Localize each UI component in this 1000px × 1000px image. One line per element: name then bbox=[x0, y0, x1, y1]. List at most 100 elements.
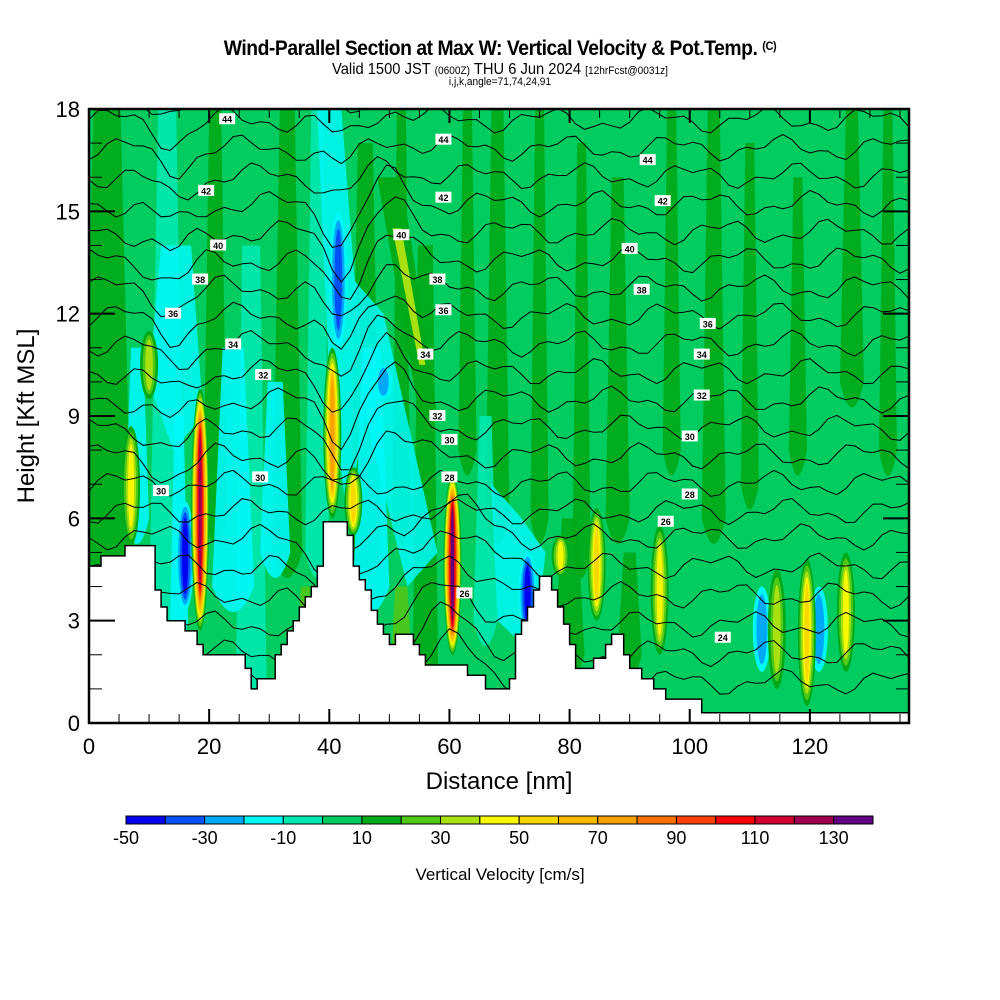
x-tick-label: 100 bbox=[671, 734, 708, 759]
contour-label-bg bbox=[165, 307, 182, 319]
contour-label-text: 28 bbox=[685, 490, 695, 500]
colorbar-tick-label: -10 bbox=[270, 828, 296, 848]
contour-label: 36 bbox=[435, 304, 452, 316]
contour-label-bg bbox=[441, 433, 458, 445]
contour-label-bg bbox=[219, 113, 236, 125]
contour-label-bg bbox=[639, 154, 656, 166]
contour-label-bg bbox=[621, 242, 638, 254]
contour-label-bg bbox=[435, 191, 452, 203]
colorbar-title: Vertical Velocity [cm/s] bbox=[415, 865, 584, 884]
contour-labels: 44 44 44 42 42 42 40 40 40 38 38 38 36 36 36 34 34 34 32 32… bbox=[153, 113, 731, 643]
updraft-core bbox=[656, 544, 663, 636]
theta-contour-line bbox=[89, 469, 909, 498]
contour-label-text: 30 bbox=[685, 432, 695, 442]
contour-label: 44 bbox=[435, 133, 452, 145]
y-tick-label: 6 bbox=[68, 506, 80, 531]
contour-label-text: 30 bbox=[444, 435, 454, 445]
velocity-band bbox=[740, 143, 759, 510]
contour-label-bg bbox=[252, 471, 269, 483]
colorbar-tick-label: 70 bbox=[588, 828, 608, 848]
theta-contour-line bbox=[89, 530, 909, 608]
contour-label-text: 38 bbox=[432, 275, 442, 285]
velocity-band bbox=[839, 109, 864, 408]
contour-label: 40 bbox=[210, 239, 227, 251]
theta-contour-line bbox=[89, 581, 909, 647]
contour-label-text: 42 bbox=[201, 186, 211, 196]
colorbar-tick-label: -50 bbox=[113, 828, 139, 848]
terrain-profile bbox=[89, 520, 909, 723]
contour-label: 42 bbox=[654, 195, 671, 207]
contour-label: 42 bbox=[435, 191, 452, 203]
theta-contour-line bbox=[89, 400, 909, 471]
contour-label-text: 36 bbox=[703, 319, 713, 329]
contour-label-text: 44 bbox=[643, 156, 653, 166]
colorbar-bin bbox=[597, 815, 638, 825]
contour-label-text: 38 bbox=[195, 275, 205, 285]
updraft-core bbox=[450, 510, 454, 619]
updraft-core bbox=[772, 584, 781, 674]
colorbar-bin bbox=[636, 815, 677, 825]
contour-label-text: 30 bbox=[156, 487, 166, 497]
contour-label: 38 bbox=[192, 273, 209, 285]
contour-label-bg bbox=[429, 410, 446, 421]
theta-contour-line bbox=[89, 156, 909, 201]
copyright-mark: (C) bbox=[762, 39, 777, 53]
velocity-band bbox=[605, 177, 630, 544]
y-tick-label: 15 bbox=[56, 199, 80, 224]
contour-label-text: 32 bbox=[258, 371, 268, 381]
contour-label-text: 44 bbox=[438, 135, 448, 145]
valid-date: THU 6 Jun 2024 bbox=[473, 61, 582, 78]
colorbar-bin bbox=[793, 815, 835, 825]
contour-label-bg bbox=[657, 515, 674, 527]
colorbar-bin bbox=[322, 815, 363, 825]
contour-label: 32 bbox=[429, 410, 446, 422]
contour-label-bg bbox=[681, 488, 698, 500]
theta-contour-line bbox=[89, 295, 909, 350]
chart-title: Wind-Parallel Section at Max W: Vertical… bbox=[40, 37, 960, 61]
colorbar-bin bbox=[164, 815, 206, 825]
x-tick-label: 20 bbox=[197, 734, 221, 759]
updraft-core bbox=[557, 541, 564, 571]
updraft-core bbox=[350, 478, 356, 525]
contour-label: 36 bbox=[699, 317, 716, 329]
contour-label: 32 bbox=[255, 369, 272, 381]
contour-label: 26 bbox=[657, 515, 674, 527]
theta-contour-line bbox=[89, 234, 909, 300]
colorbar-bin bbox=[557, 815, 599, 825]
theta-contour-line bbox=[89, 430, 909, 485]
contour-label-text: 28 bbox=[444, 473, 454, 483]
theta-contour-line bbox=[89, 133, 909, 180]
y-tick-label: 12 bbox=[56, 302, 80, 327]
velocity-band bbox=[530, 109, 549, 544]
downdraft-core bbox=[813, 594, 825, 665]
contour-label: 40 bbox=[393, 229, 410, 241]
updraft-zone bbox=[392, 228, 426, 365]
y-tick-label: 0 bbox=[68, 711, 80, 736]
contour-label: 26 bbox=[456, 587, 473, 599]
contour-label-text: 40 bbox=[213, 241, 223, 251]
colorbar-bin bbox=[715, 815, 756, 825]
contour-label-bg bbox=[225, 338, 242, 350]
contour-label-bg bbox=[393, 229, 410, 241]
contour-label-bg bbox=[435, 133, 452, 145]
contour-label: 38 bbox=[633, 283, 650, 295]
contour-label: 30 bbox=[441, 433, 458, 445]
theta-contour-line bbox=[89, 196, 909, 283]
colorbar-bin bbox=[518, 815, 559, 825]
section-indices: i,j,k,angle=71,74,24,91 bbox=[448, 76, 552, 88]
colorbar-bin bbox=[125, 815, 166, 825]
colorbar-tick-label: 110 bbox=[741, 828, 770, 848]
terrain-mask bbox=[89, 520, 909, 723]
contour-label-bg bbox=[693, 348, 710, 360]
contour-label-text: 32 bbox=[697, 391, 707, 401]
colorbar: -50 -30 -10 10 30 50 70 90 110 130 bbox=[113, 815, 874, 848]
contour-label: 40 bbox=[621, 242, 638, 254]
contour-label-bg bbox=[198, 184, 215, 196]
colorbar-bin bbox=[833, 815, 874, 825]
x-tick-label: 120 bbox=[792, 734, 829, 759]
contour-label-bg bbox=[417, 348, 434, 360]
theta-contour-line bbox=[89, 331, 909, 413]
colorbar-tick-label: -30 bbox=[192, 828, 218, 848]
colorbar-tick-label: 90 bbox=[666, 828, 686, 848]
